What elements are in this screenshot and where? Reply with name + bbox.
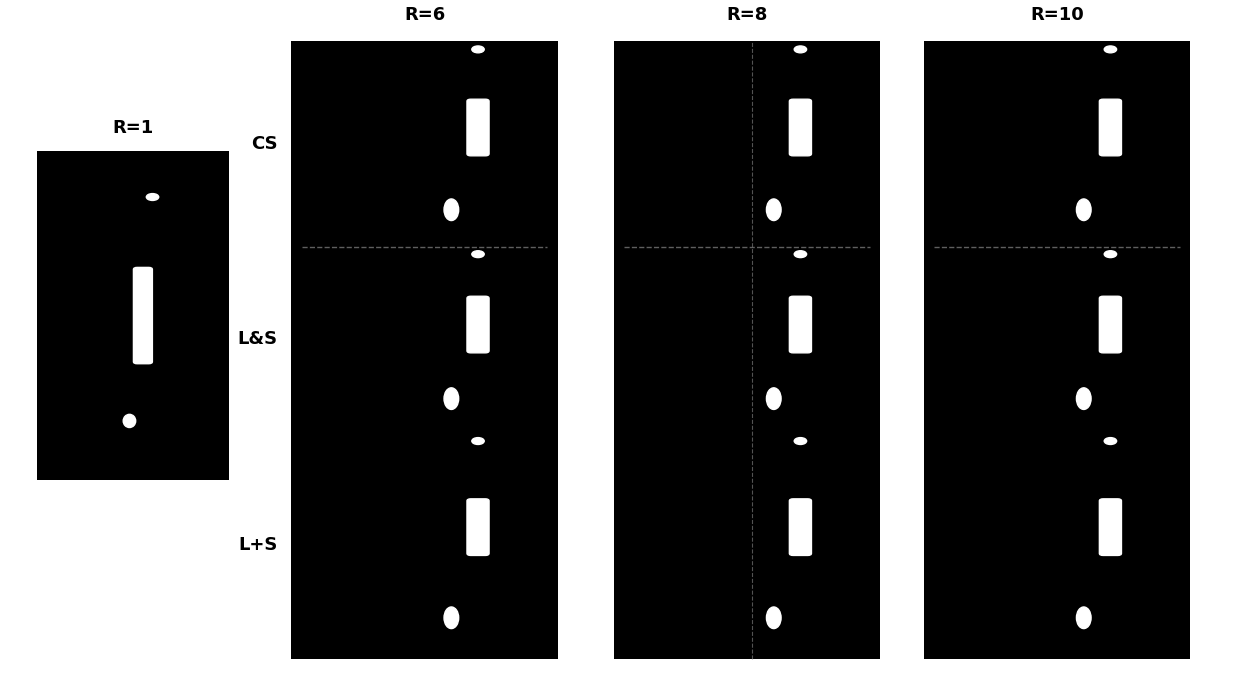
Circle shape: [471, 46, 484, 53]
Ellipse shape: [123, 414, 135, 427]
Circle shape: [1104, 438, 1116, 445]
Text: L&S: L&S: [238, 331, 278, 348]
Ellipse shape: [766, 388, 781, 410]
FancyBboxPatch shape: [790, 296, 811, 353]
Ellipse shape: [444, 607, 459, 628]
Text: L+S: L+S: [238, 536, 278, 554]
Circle shape: [1104, 46, 1116, 53]
Bar: [614, 41, 880, 659]
FancyBboxPatch shape: [1100, 499, 1121, 556]
Ellipse shape: [444, 199, 459, 221]
Circle shape: [146, 193, 159, 200]
Circle shape: [794, 46, 806, 53]
Circle shape: [794, 250, 806, 257]
Ellipse shape: [766, 199, 781, 221]
Text: R=8: R=8: [727, 6, 768, 24]
Ellipse shape: [766, 607, 781, 628]
FancyBboxPatch shape: [467, 99, 489, 156]
FancyBboxPatch shape: [467, 296, 489, 353]
Ellipse shape: [1076, 199, 1091, 221]
Circle shape: [471, 438, 484, 445]
FancyBboxPatch shape: [790, 99, 811, 156]
Circle shape: [471, 250, 484, 257]
Bar: [291, 41, 558, 659]
Text: R=10: R=10: [1030, 6, 1084, 24]
FancyBboxPatch shape: [1100, 99, 1121, 156]
Bar: [37, 151, 229, 480]
Ellipse shape: [1076, 388, 1091, 410]
Ellipse shape: [1076, 607, 1091, 628]
FancyBboxPatch shape: [1100, 296, 1121, 353]
FancyBboxPatch shape: [467, 499, 489, 556]
Text: R=6: R=6: [404, 6, 445, 24]
Circle shape: [1104, 250, 1116, 257]
Text: R=1: R=1: [113, 119, 154, 137]
FancyBboxPatch shape: [790, 499, 811, 556]
FancyBboxPatch shape: [134, 268, 153, 364]
Ellipse shape: [444, 388, 459, 410]
Text: CS: CS: [252, 135, 278, 153]
Circle shape: [794, 438, 806, 445]
Bar: [924, 41, 1190, 659]
